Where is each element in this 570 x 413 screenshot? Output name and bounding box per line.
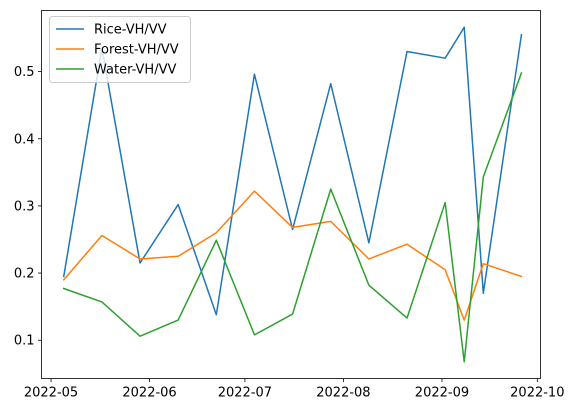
legend-label-2: Water-VH/VV bbox=[94, 63, 176, 78]
series-lines bbox=[62, 26, 523, 363]
y-tick-label: 0.1 bbox=[14, 334, 35, 349]
y-tick-label: 0.4 bbox=[14, 132, 35, 147]
y-tick-label: 0.2 bbox=[14, 267, 35, 282]
legend: Rice-VH/VV Forest-VH/VV Water-VH/VV bbox=[49, 16, 191, 83]
y-axis: 0.1 0.2 0.3 0.4 0.5 bbox=[14, 65, 42, 349]
plot-frame bbox=[41, 10, 541, 379]
x-axis: 2022-05 2022-06 2022-07 2022-08 2022-09 2022-… bbox=[24, 378, 564, 401]
x-tick-label: 2022-08 bbox=[316, 386, 370, 401]
series-line-1 bbox=[62, 190, 523, 321]
legend-box bbox=[49, 16, 191, 83]
series-line-0 bbox=[62, 26, 523, 316]
x-tick-label: 2022-05 bbox=[24, 386, 78, 401]
x-tick-label: 2022-10 bbox=[510, 386, 564, 401]
y-tick-label: 0.5 bbox=[14, 65, 35, 80]
y-tick-label: 0.3 bbox=[14, 199, 35, 214]
legend-label-0: Rice-VH/VV bbox=[94, 23, 167, 38]
x-tick-label: 2022-06 bbox=[122, 386, 176, 401]
legend-label-1: Forest-VH/VV bbox=[94, 43, 179, 58]
x-tick-label: 2022-07 bbox=[218, 386, 272, 401]
x-tick-label: 2022-09 bbox=[415, 386, 469, 401]
series-line-2 bbox=[62, 71, 523, 363]
